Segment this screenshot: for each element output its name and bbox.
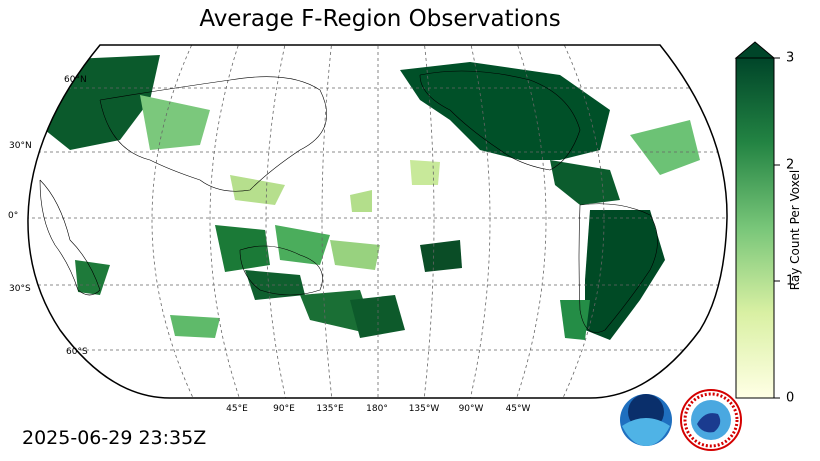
lat-label-60s: 60°S — [66, 347, 88, 357]
lon-label-180: 180° — [366, 404, 388, 414]
colorbar-tick-3: 3 — [786, 50, 795, 66]
lon-label-45w: 45°W — [505, 404, 531, 414]
lon-label-90e: 90°E — [273, 404, 295, 414]
noaa-logo — [620, 394, 672, 446]
lat-label-30s: 30°S — [9, 284, 31, 294]
coverage-pacific — [350, 160, 462, 272]
coverage-north-america — [400, 62, 700, 205]
colorbar-tick-2: 2 — [786, 157, 795, 173]
globe-outline — [27, 44, 728, 399]
coastlines — [39, 70, 658, 333]
timestamp: 2025-06-29 23:35Z — [22, 427, 207, 449]
lat-label-30n: 30°N — [9, 141, 32, 151]
graticule — [27, 45, 728, 398]
colorbar — [734, 41, 780, 399]
lat-label-60n: 60°N — [64, 75, 87, 85]
coverage-south-america — [560, 210, 665, 340]
lon-label-135e: 135°E — [316, 404, 344, 414]
lon-label-90w: 90°W — [458, 404, 484, 414]
lon-label-45e: 45°E — [226, 404, 248, 414]
lat-label-0: 0° — [8, 211, 19, 221]
colorbar-label: Ray Count Per Voxel — [788, 169, 802, 291]
page-title: Average F-Region Observations — [199, 6, 561, 32]
colorbar-tick-0: 0 — [786, 390, 795, 406]
nws-logo — [680, 389, 742, 451]
colorbar-tick-1: 1 — [786, 273, 795, 289]
lon-label-135w: 135°W — [408, 404, 440, 414]
